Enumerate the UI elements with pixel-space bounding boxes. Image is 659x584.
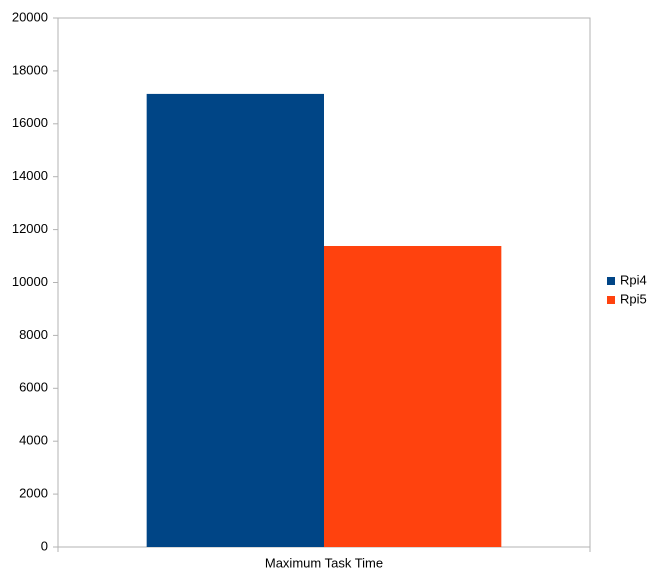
y-tick-label: 8000 <box>19 327 48 342</box>
x-tick-label: Maximum Task Time <box>265 555 383 570</box>
bar <box>146 93 324 547</box>
y-tick-label: 12000 <box>12 221 48 236</box>
y-tick-label: 6000 <box>19 380 48 395</box>
y-tick-label: 20000 <box>12 9 48 24</box>
bar <box>324 245 502 547</box>
y-tick-label: 10000 <box>12 274 48 289</box>
y-tick-label: 4000 <box>19 433 48 448</box>
y-tick-label: 14000 <box>12 168 48 183</box>
legend-swatch <box>607 277 615 285</box>
legend-label: Rpi5 <box>620 291 647 306</box>
y-tick-label: 2000 <box>19 486 48 501</box>
y-tick-label: 16000 <box>12 115 48 130</box>
y-tick-label: 0 <box>41 538 48 553</box>
legend-swatch <box>607 296 615 304</box>
legend-label: Rpi4 <box>620 272 647 287</box>
y-tick-label: 18000 <box>12 62 48 77</box>
